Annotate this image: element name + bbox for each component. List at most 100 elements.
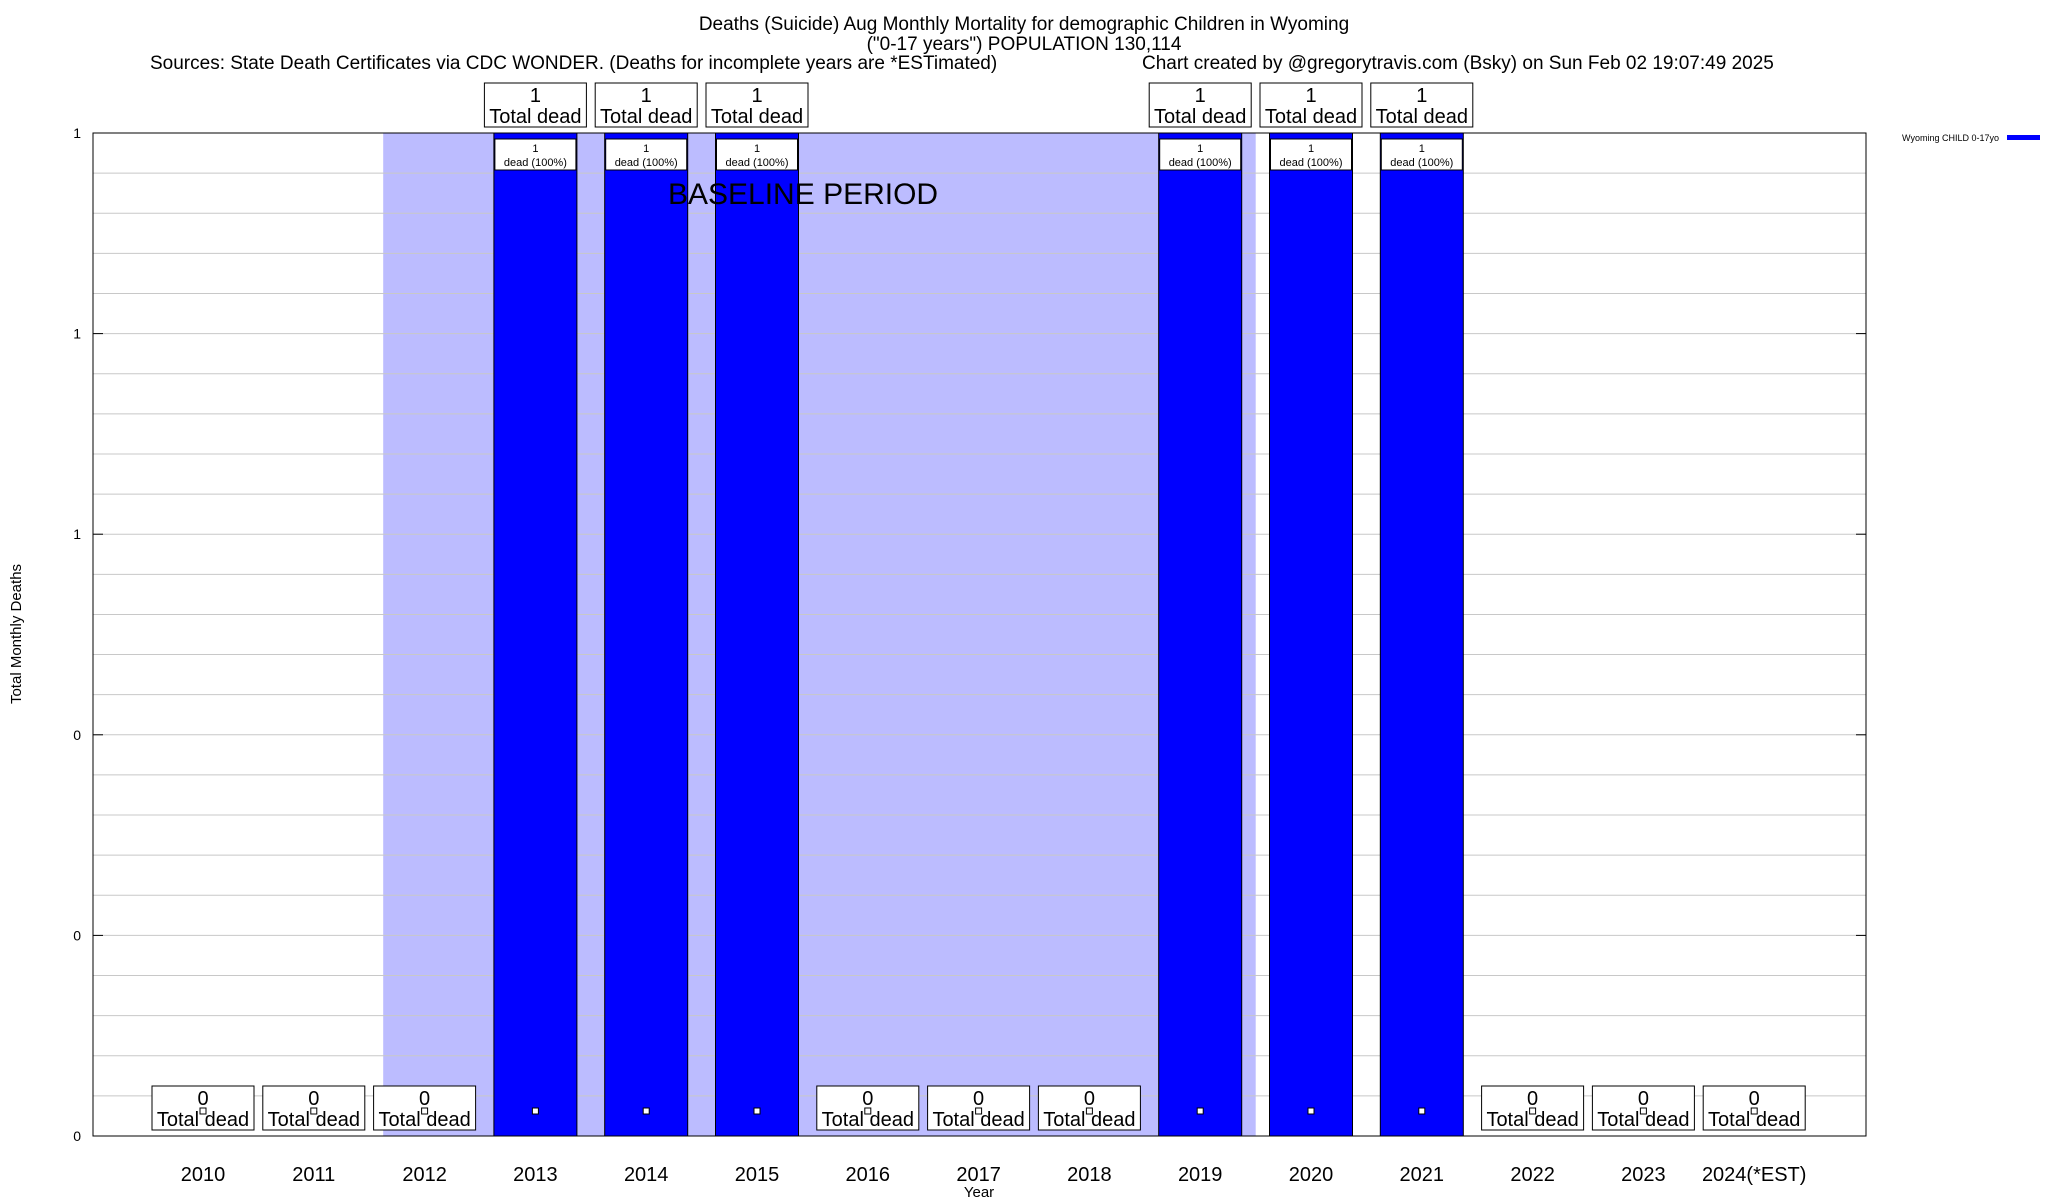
total-dead-count: 1 — [641, 85, 652, 107]
total-dead-count: 0 — [973, 1088, 984, 1110]
y-tick-label: 0 — [73, 727, 81, 743]
x-category-marker — [310, 1107, 318, 1115]
total-dead-count: 1 — [751, 85, 762, 107]
x-tick-label: 2016 — [846, 1164, 891, 1186]
x-category-marker — [1529, 1107, 1537, 1115]
x-category-marker — [199, 1107, 207, 1115]
total-dead-text: Total dead — [268, 1109, 360, 1131]
legend-swatch — [2007, 135, 2040, 140]
y-tick-label: 0 — [73, 1128, 81, 1144]
bar-data-label-box — [1380, 138, 1463, 171]
total-dead-text: Total dead — [1154, 106, 1246, 128]
total-dead-text: Total dead — [1708, 1109, 1800, 1131]
total-dead-label-box — [705, 82, 809, 128]
x-category-marker — [864, 1107, 872, 1115]
y-tick-label: 0 — [73, 927, 81, 943]
x-tick-label: 2011 — [292, 1164, 335, 1186]
total-dead-count: 1 — [1305, 85, 1316, 107]
x-tick-label: 2012 — [402, 1164, 447, 1186]
x-tick-label: 2014 — [624, 1164, 669, 1186]
baseline-period-label: BASELINE PERIOD — [668, 178, 938, 211]
total-dead-count: 0 — [1638, 1088, 1649, 1110]
total-dead-text: Total dead — [1376, 106, 1468, 128]
bar-data-label-text: dead (100%) — [1169, 157, 1232, 169]
x-axis-label: Year — [964, 1184, 994, 1200]
x-tick-label: 2020 — [1289, 1164, 1334, 1186]
total-dead-count: 0 — [419, 1088, 430, 1110]
bar-data-label-box — [1270, 138, 1352, 171]
total-dead-text: Total dead — [157, 1109, 249, 1131]
total-dead-count: 0 — [862, 1088, 873, 1110]
total-dead-text: Total dead — [822, 1109, 914, 1131]
x-category-marker — [975, 1107, 983, 1115]
x-tick-label: 2013 — [513, 1164, 558, 1186]
y-axis-label: Total Monthly Deaths — [8, 564, 25, 704]
y-tick-label: 1 — [73, 326, 81, 342]
bar-data-label-value: 1 — [643, 143, 649, 155]
legend-label: Wyoming CHILD 0-17yo — [1902, 133, 1999, 143]
total-dead-text: Total dead — [711, 106, 803, 128]
total-dead-label-box — [594, 82, 698, 128]
total-dead-count: 1 — [1195, 85, 1206, 107]
bar-data-label-value: 1 — [1197, 143, 1203, 155]
bar-data-label-text: dead (100%) — [615, 157, 678, 169]
x-category-marker — [1085, 1107, 1093, 1115]
total-dead-count: 0 — [197, 1088, 208, 1110]
bar-data-label-box — [1159, 138, 1242, 171]
bar — [604, 132, 689, 1137]
x-tick-label: 2015 — [735, 1164, 780, 1186]
y-tick-label: 1 — [73, 526, 81, 542]
total-dead-label-box — [1481, 1085, 1585, 1131]
chart-title-line-1: Deaths (Suicide) Aug Monthly Mortality f… — [698, 14, 1350, 35]
x-category-marker — [753, 1107, 761, 1115]
total-dead-label-box — [1370, 82, 1474, 128]
bar-data-label-value: 1 — [754, 143, 760, 155]
total-dead-text: Total dead — [378, 1109, 470, 1131]
x-category-marker — [642, 1107, 650, 1115]
x-tick-label: 2024(*EST) — [1702, 1164, 1807, 1186]
total-dead-count: 0 — [1749, 1088, 1760, 1110]
total-dead-text: Total dead — [1043, 1109, 1135, 1131]
x-tick-label: 2010 — [181, 1164, 226, 1186]
x-category-marker — [1750, 1107, 1758, 1115]
total-dead-count: 1 — [1416, 85, 1427, 107]
bar-data-label-value: 1 — [1419, 143, 1425, 155]
bar-data-label-box — [716, 138, 798, 171]
bar-data-label-text: dead (100%) — [1390, 157, 1453, 169]
total-dead-count: 0 — [1084, 1088, 1095, 1110]
x-tick-label: 2022 — [1510, 1164, 1555, 1186]
x-tick-label: 2019 — [1178, 1164, 1223, 1186]
plot-border — [92, 132, 1867, 1137]
x-category-marker — [531, 1107, 539, 1115]
x-tick-label: 2018 — [1067, 1164, 1112, 1186]
x-category-marker — [1418, 1107, 1426, 1115]
x-tick-label: 2017 — [956, 1164, 1001, 1186]
chart-title-line-2: ("0-17 years") POPULATION 130,114 — [866, 34, 1182, 55]
total-dead-count: 0 — [1527, 1088, 1538, 1110]
bar — [493, 132, 578, 1137]
bar-data-label-box — [494, 138, 577, 171]
bar — [1379, 132, 1464, 1137]
x-category-marker — [421, 1107, 429, 1115]
total-dead-count: 1 — [530, 85, 541, 107]
y-tick-label: 1 — [73, 125, 81, 141]
bar — [1269, 132, 1353, 1137]
total-dead-label-box — [1148, 82, 1252, 128]
bar — [715, 132, 799, 1137]
total-dead-label-box — [483, 82, 587, 128]
bar-data-label-text: dead (100%) — [1280, 157, 1343, 169]
total-dead-label-box — [1259, 82, 1363, 128]
x-category-marker — [1196, 1107, 1204, 1115]
total-dead-text: Total dead — [600, 106, 692, 128]
bar-data-label-value: 1 — [532, 143, 538, 155]
bar-data-label-box — [605, 138, 688, 171]
total-dead-text: Total dead — [1265, 106, 1357, 128]
x-tick-label: 2021 — [1400, 1164, 1445, 1186]
bar-data-label-text: dead (100%) — [504, 157, 567, 169]
x-category-marker — [1307, 1107, 1315, 1115]
total-dead-text: Total dead — [1486, 1109, 1578, 1131]
bar-data-label-text: dead (100%) — [726, 157, 789, 169]
x-category-marker — [1639, 1107, 1647, 1115]
total-dead-text: Total dead — [1597, 1109, 1689, 1131]
